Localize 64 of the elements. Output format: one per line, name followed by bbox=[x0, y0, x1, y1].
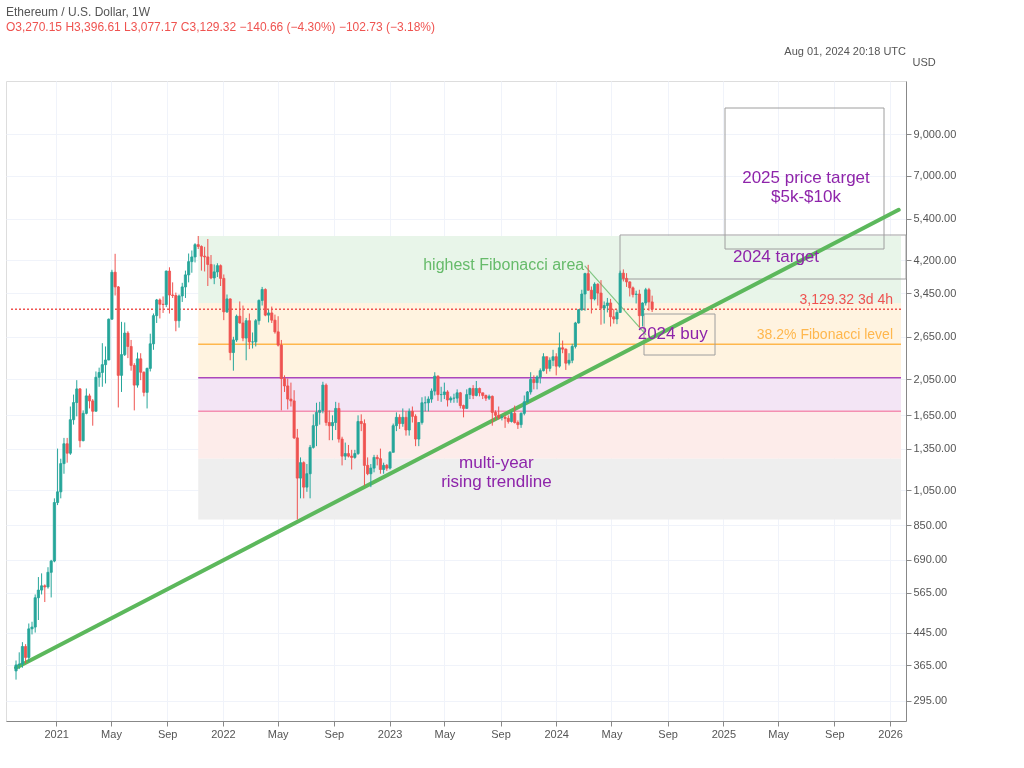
chart-title: Ethereum / U.S. Dollar, 1W bbox=[6, 5, 151, 19]
annotation: multi-year rising trendline bbox=[441, 452, 552, 491]
x-tick-label: May bbox=[267, 727, 290, 740]
candlestick bbox=[634, 290, 638, 304]
candlestick bbox=[286, 378, 290, 410]
candlestick bbox=[247, 312, 251, 350]
candlestick bbox=[551, 349, 555, 367]
y-tick-label: 1,650.00 bbox=[913, 408, 957, 421]
y-axis-title: USD bbox=[912, 55, 936, 68]
ref-line-label: 3,129.32 3d 4h bbox=[799, 291, 893, 308]
candlestick bbox=[583, 272, 587, 312]
candlestick bbox=[203, 246, 207, 272]
x-tick-label: Sep bbox=[825, 727, 845, 740]
candlestick bbox=[315, 402, 318, 447]
y-tick-label: 445.00 bbox=[913, 626, 948, 639]
y-tick-label: 7,000.00 bbox=[913, 169, 957, 182]
x-tick-label: Sep bbox=[324, 727, 345, 740]
candlestick bbox=[532, 374, 536, 390]
band-label: highest Fibonacci area bbox=[423, 256, 585, 274]
x-tick-label: 2024 bbox=[544, 727, 569, 740]
x-tick-label: Sep bbox=[157, 727, 178, 740]
ref-line-label: 38.2% Fibonacci level bbox=[756, 326, 893, 343]
y-tick-label: 2,650.00 bbox=[913, 330, 957, 343]
chart-subtitle: O3,270.15 H3,396.61 L3,077.17 C3,129.32 −140.66 (−4.30%) −102.73 (−3.18%) bbox=[6, 20, 435, 34]
candlestick bbox=[404, 410, 408, 437]
y-tick-label: 365.00 bbox=[913, 658, 948, 671]
y-tick-label: 295.00 bbox=[913, 694, 948, 707]
candlestick bbox=[91, 398, 95, 427]
candlestick bbox=[554, 352, 558, 376]
y-tick-label: 5,400.00 bbox=[913, 212, 957, 225]
candlestick bbox=[455, 388, 459, 404]
x-tick-label: 2025 bbox=[711, 727, 737, 740]
x-tick-label: Sep bbox=[658, 727, 678, 740]
x-tick-label: Sep bbox=[491, 727, 511, 740]
y-tick-label: 4,200.00 bbox=[913, 253, 957, 266]
x-tick-label: 2021 bbox=[44, 727, 69, 740]
candlestick bbox=[65, 437, 69, 464]
candlestick bbox=[436, 374, 440, 402]
x-tick-label: 2026 bbox=[878, 727, 903, 740]
x-tick-label: 2023 bbox=[377, 727, 403, 740]
candlestick bbox=[206, 238, 210, 287]
x-tick-label: May bbox=[601, 727, 623, 740]
y-tick-label: 1,350.00 bbox=[913, 442, 957, 455]
y-tick-label: 3,450.00 bbox=[913, 286, 957, 299]
x-tick-label: 2022 bbox=[211, 727, 236, 740]
y-tick-label: 690.00 bbox=[913, 553, 948, 566]
annotation: 2025 price target $5k-$10k bbox=[742, 168, 871, 206]
candlestick bbox=[244, 317, 248, 361]
candlestick bbox=[602, 300, 606, 325]
x-tick-label: May bbox=[768, 727, 790, 740]
candlestick bbox=[225, 294, 229, 314]
y-tick-label: 1,050.00 bbox=[913, 483, 957, 496]
x-tick-label: May bbox=[434, 727, 456, 740]
candlestick bbox=[557, 331, 561, 369]
x-tick-label: May bbox=[101, 727, 123, 740]
y-tick-label: 2,050.00 bbox=[913, 372, 957, 385]
candlestick bbox=[120, 321, 124, 393]
text: Aug 01, 2024 20:18 UTC bbox=[784, 45, 907, 57]
candlestick bbox=[100, 342, 104, 388]
candlestick bbox=[158, 297, 162, 319]
candlestick bbox=[24, 643, 28, 664]
y-tick-label: 850.00 bbox=[913, 518, 948, 531]
y-tick-label: 9,000.00 bbox=[913, 127, 957, 140]
y-tick-label: 565.00 bbox=[913, 586, 948, 599]
